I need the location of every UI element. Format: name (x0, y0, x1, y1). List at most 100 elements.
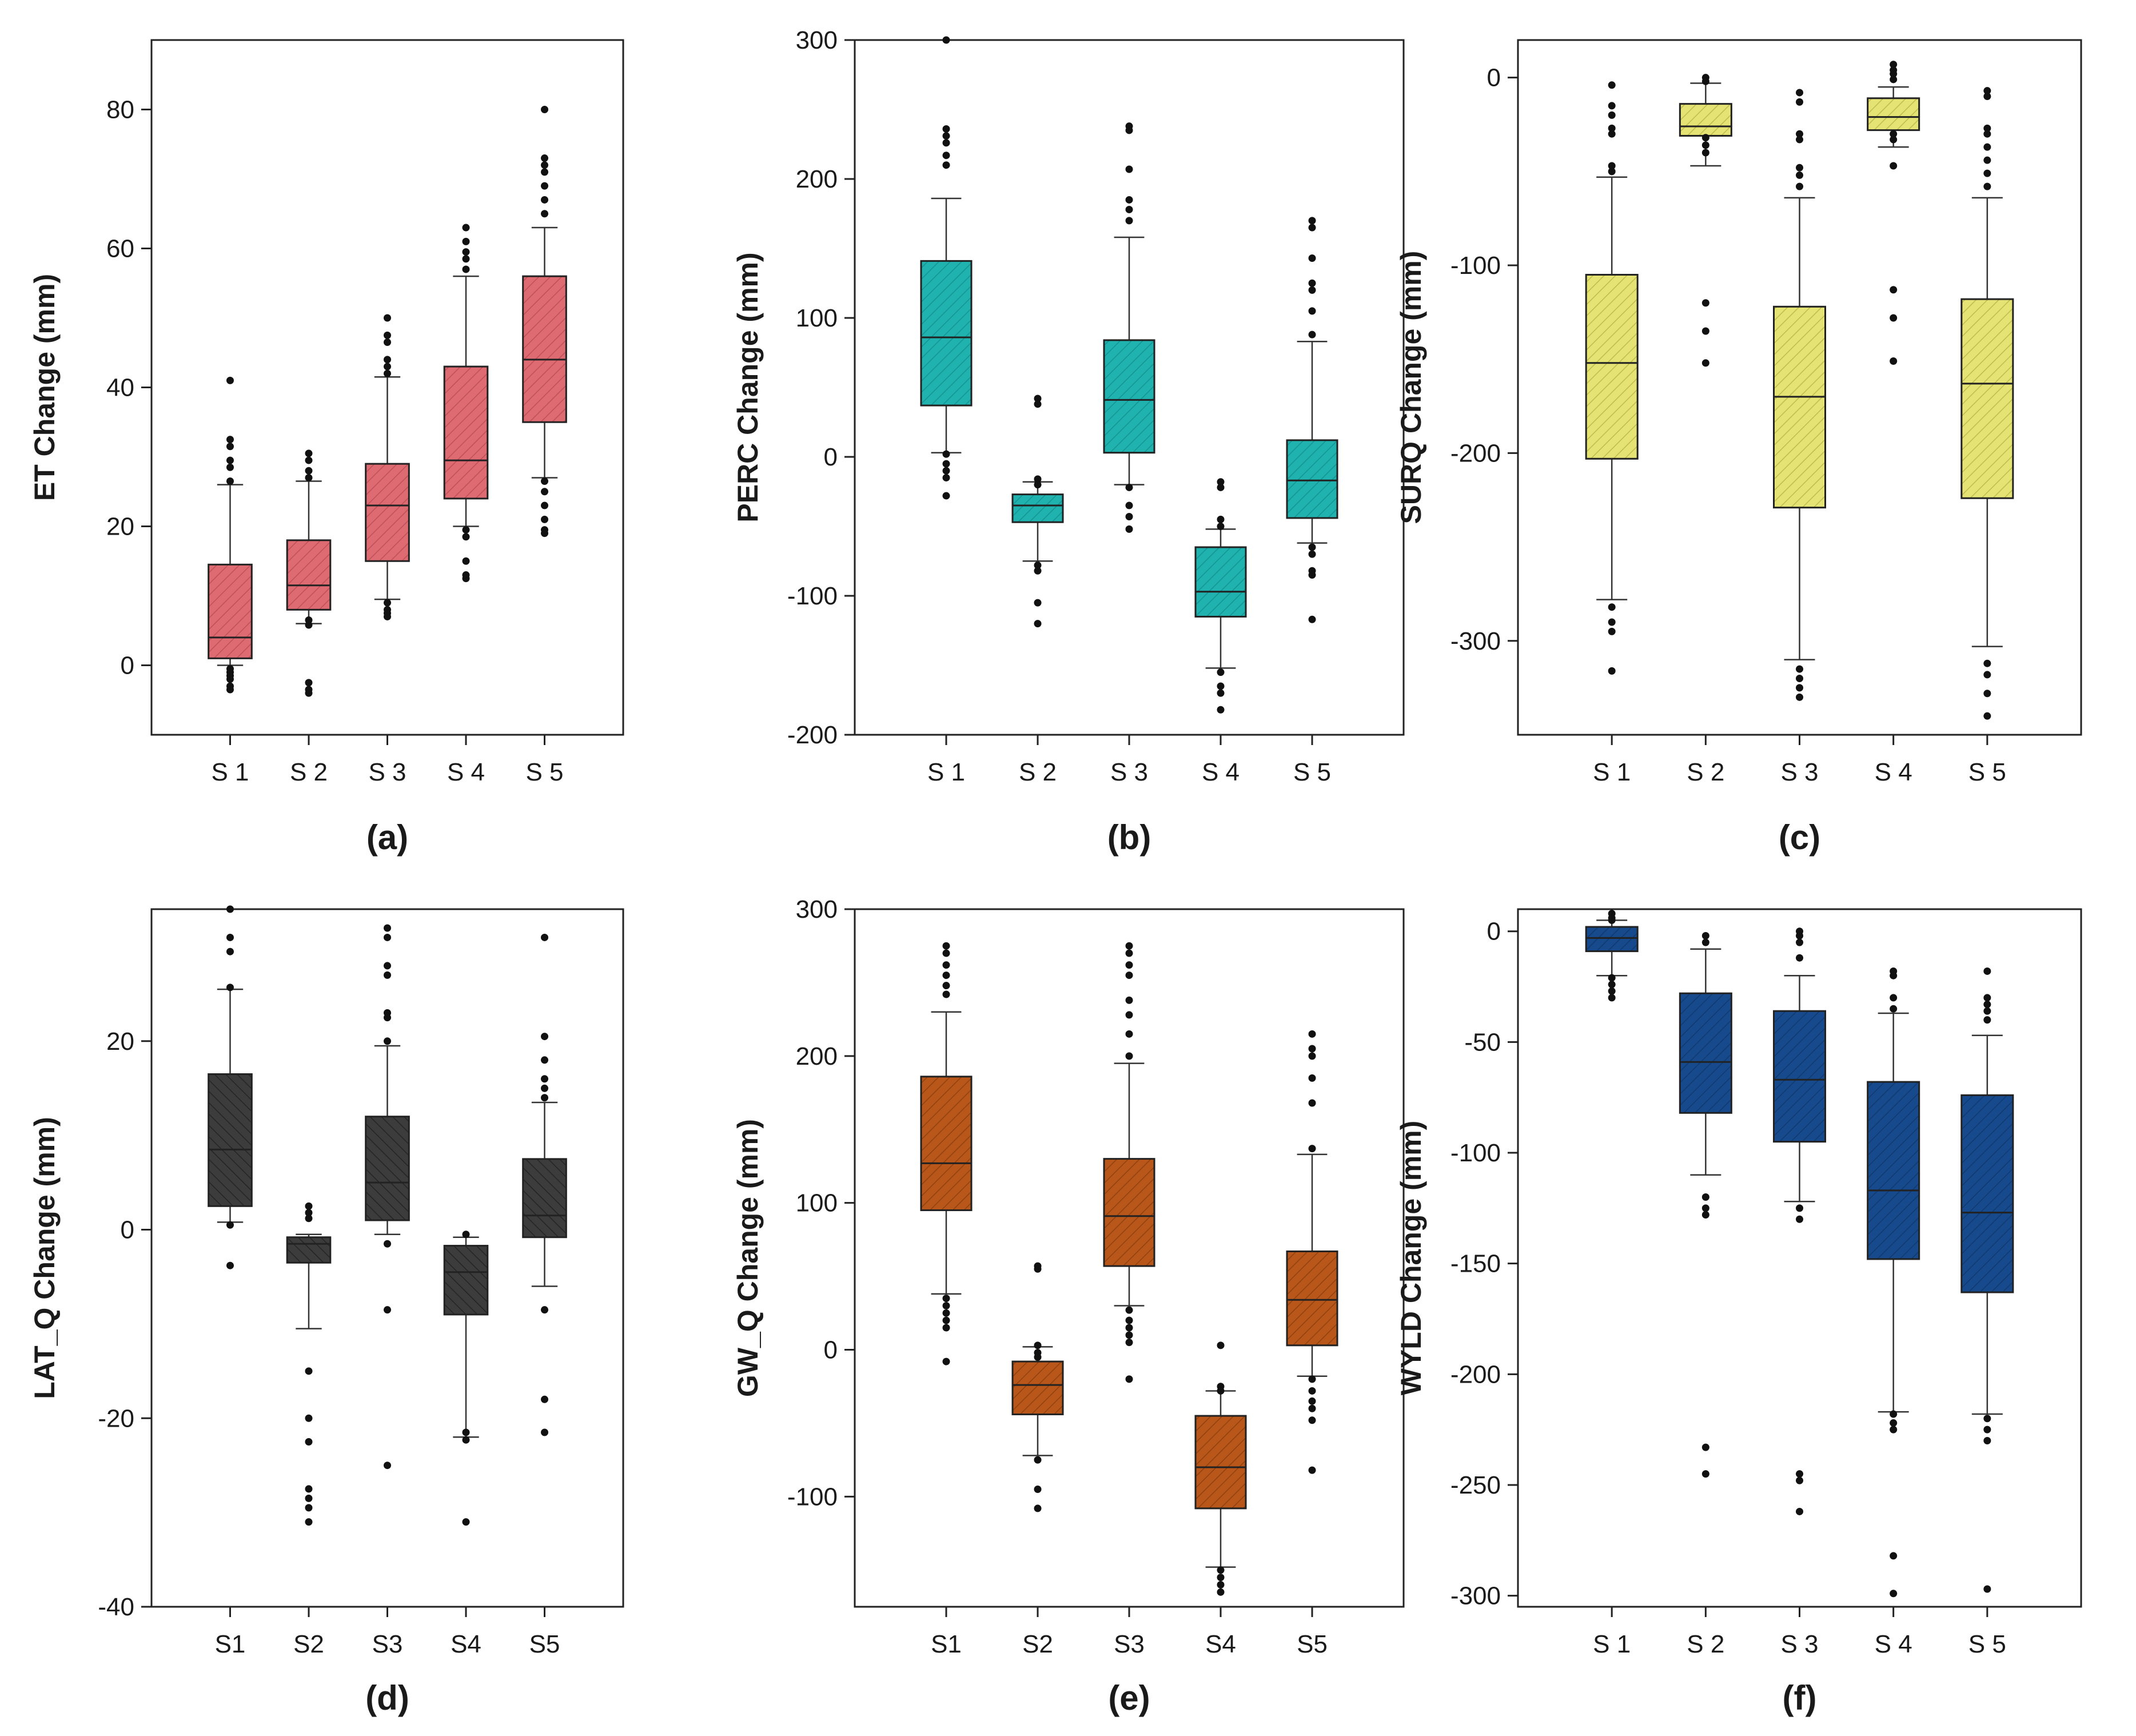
outlier-point (384, 363, 391, 371)
outlier-point (384, 331, 391, 339)
outlier-point (1890, 1419, 1898, 1427)
outlier-point (1701, 931, 1709, 939)
outlier-point (1796, 938, 1803, 946)
x-tick-label: S 1 (211, 758, 249, 786)
outlier-point (1701, 1204, 1709, 1212)
y-tick-label: -300 (1450, 627, 1501, 655)
outlier-point (541, 1075, 548, 1083)
outlier-point (1217, 1574, 1225, 1582)
x-tick-label: S1 (931, 1630, 962, 1658)
x-tick-label: S 3 (368, 758, 406, 786)
outlier-point (541, 477, 548, 485)
outlier-point (942, 942, 950, 950)
outlier-point (1217, 523, 1225, 530)
outlier-point (1608, 916, 1616, 924)
outlier-point (942, 1316, 950, 1324)
outlier-point (1217, 668, 1225, 676)
outlier-point (384, 1037, 391, 1045)
outlier-point (384, 369, 391, 377)
iqr-box (1773, 1010, 1826, 1143)
outlier-point (1983, 712, 1991, 720)
outlier-point (1034, 395, 1042, 403)
y-axis-label: ET Change (mm) (29, 274, 61, 501)
x-tick-label: S 1 (927, 758, 965, 786)
outlier-point (226, 1221, 234, 1229)
outlier-point (1034, 1456, 1042, 1464)
y-tick-label: -200 (787, 721, 838, 749)
outlier-point (305, 473, 313, 481)
box-s1 (1585, 81, 1639, 675)
outlier-point (1608, 124, 1616, 132)
x-tick-label: S3 (372, 1630, 403, 1658)
outlier-point (942, 982, 950, 990)
x-tick-label: S4 (451, 1630, 481, 1658)
outlier-point (541, 529, 548, 537)
outlier-point (305, 1494, 313, 1502)
outlier-point (942, 460, 950, 468)
box-s5 (522, 106, 567, 537)
x-tick-label: S 3 (1110, 758, 1148, 786)
outlier-point (1796, 684, 1803, 692)
y-tick-label: -300 (1450, 1582, 1501, 1610)
outlier-point (1890, 994, 1898, 1002)
iqr-box (1194, 546, 1247, 618)
iqr-box (1011, 493, 1064, 523)
y-axis-label: SURQ Change (mm) (1395, 251, 1427, 524)
outlier-point (1308, 571, 1316, 579)
outlier-point (1983, 1007, 1991, 1015)
outlier-point (226, 905, 234, 913)
outlier-point (1701, 1211, 1709, 1219)
y-tick-label: -50 (1464, 1028, 1501, 1056)
outlier-point (1034, 567, 1042, 575)
box-s1 (208, 376, 253, 694)
outlier-point (1308, 279, 1316, 287)
outlier-point (1308, 1416, 1316, 1424)
outlier-point (1308, 307, 1316, 315)
outlier-point (462, 224, 470, 232)
outlier-point (1125, 217, 1133, 225)
outlier-point (1796, 182, 1803, 190)
outlier-point (942, 139, 950, 147)
outlier-point (1890, 1410, 1898, 1418)
outlier-point (1796, 1476, 1803, 1484)
outlier-point (226, 675, 234, 683)
x-tick-label: S 4 (447, 758, 485, 786)
outlier-point (1308, 615, 1316, 623)
outlier-point (1701, 1470, 1709, 1478)
outlier-point (1308, 254, 1316, 262)
outlier-point (942, 450, 950, 458)
outlier-point (1217, 1566, 1225, 1574)
outlier-point (1796, 171, 1803, 179)
outlier-point (1796, 693, 1803, 701)
outlier-point (462, 1428, 470, 1436)
outlier-point (384, 1306, 391, 1314)
outlier-point (226, 947, 234, 955)
x-tick-label: S 2 (1019, 758, 1057, 786)
outlier-point (1608, 111, 1616, 119)
outlier-point (1983, 1001, 1991, 1009)
iqr-box (1773, 305, 1826, 509)
outlier-point (305, 1215, 313, 1223)
x-tick-label: S 2 (1687, 1630, 1724, 1658)
box-s3 (1773, 89, 1826, 701)
iqr-box (1585, 926, 1639, 953)
outlier-point (1308, 217, 1316, 225)
outlier-point (305, 1209, 313, 1217)
outlier-point (1701, 1193, 1709, 1201)
outlier-point (541, 154, 548, 162)
outlier-point (1125, 196, 1133, 204)
iqr-box (286, 1236, 332, 1264)
outlier-point (305, 1414, 313, 1422)
iqr-box (208, 563, 253, 659)
chart-panel-a: 0 20 40 60 80 ET Change (mm) S 1 S 2 S 3 S 4 S 5 (a… (29, 39, 624, 857)
x-tick-label: S 3 (1780, 1630, 1818, 1658)
iqr-box (1286, 1250, 1338, 1347)
outlier-point (1983, 671, 1991, 679)
outlier-point (1217, 682, 1225, 690)
iqr-box (1286, 439, 1338, 519)
outlier-point (1701, 149, 1709, 157)
outlier-point (1701, 299, 1709, 307)
outlier-point (1890, 1005, 1898, 1013)
outlier-point (1034, 1504, 1042, 1512)
chart-panel-b: -200 -100 0 100 200 300 PERC Change (mm) S 1 S 2… (732, 26, 1405, 857)
